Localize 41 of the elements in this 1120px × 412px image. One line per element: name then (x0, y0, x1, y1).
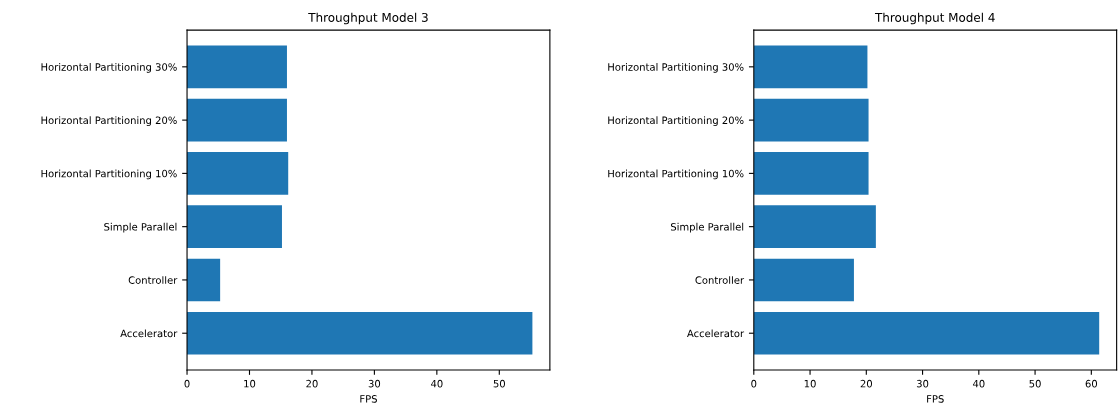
bar (187, 311, 533, 355)
x-axis-title: FPS (360, 395, 377, 403)
x-tick-label: 0 (184, 379, 190, 388)
bar (753, 205, 876, 248)
y-tick-label: Horizontal Partitioning 30% (608, 63, 744, 73)
x-tick-label: 20 (306, 379, 318, 388)
bar (187, 152, 289, 195)
x-tick-label: 30 (916, 379, 929, 388)
y-tick-label: Horizontal Partitioning 30% (41, 63, 177, 73)
x-tick-label: 20 (860, 379, 873, 388)
x-tick-label: 40 (430, 379, 443, 388)
bar (753, 45, 868, 89)
y-tick-label: Horizontal Partitioning 10% (41, 169, 177, 180)
x-tick-label: 0 (751, 379, 757, 388)
x-tick-label: 50 (493, 379, 505, 388)
x-tick-label: 40 (972, 379, 985, 388)
x-tick-label: 10 (244, 379, 256, 388)
bar (753, 98, 869, 142)
chart-title: Throughput Model 4 (874, 12, 995, 25)
y-tick-label: Horizontal Partitioning 20% (608, 116, 744, 126)
bar (187, 205, 282, 248)
x-tick-label: 30 (368, 379, 381, 388)
bar (187, 98, 287, 142)
y-tick-label: Accelerator (687, 329, 745, 338)
y-tick-label: Horizontal Partitioning 10% (608, 169, 744, 180)
y-tick-label: Simple Parallel (670, 222, 744, 233)
bar (187, 258, 221, 302)
bar (753, 258, 854, 302)
bar (753, 152, 869, 195)
y-tick-label: Controller (128, 276, 178, 284)
y-tick-label: Horizontal Partitioning 20% (41, 116, 177, 126)
x-tick-label: 50 (1029, 379, 1041, 388)
y-tick-label: Simple Parallel (104, 222, 177, 233)
bar (187, 45, 287, 89)
x-axis-title: FPS (927, 395, 944, 403)
y-tick-label: Controller (695, 276, 745, 284)
x-tick-label: 60 (1085, 379, 1098, 388)
x-tick-label: 10 (804, 379, 816, 388)
y-tick-label: Accelerator (120, 329, 178, 338)
bar (753, 311, 1100, 355)
chart-title: Throughput Model 3 (308, 12, 428, 25)
